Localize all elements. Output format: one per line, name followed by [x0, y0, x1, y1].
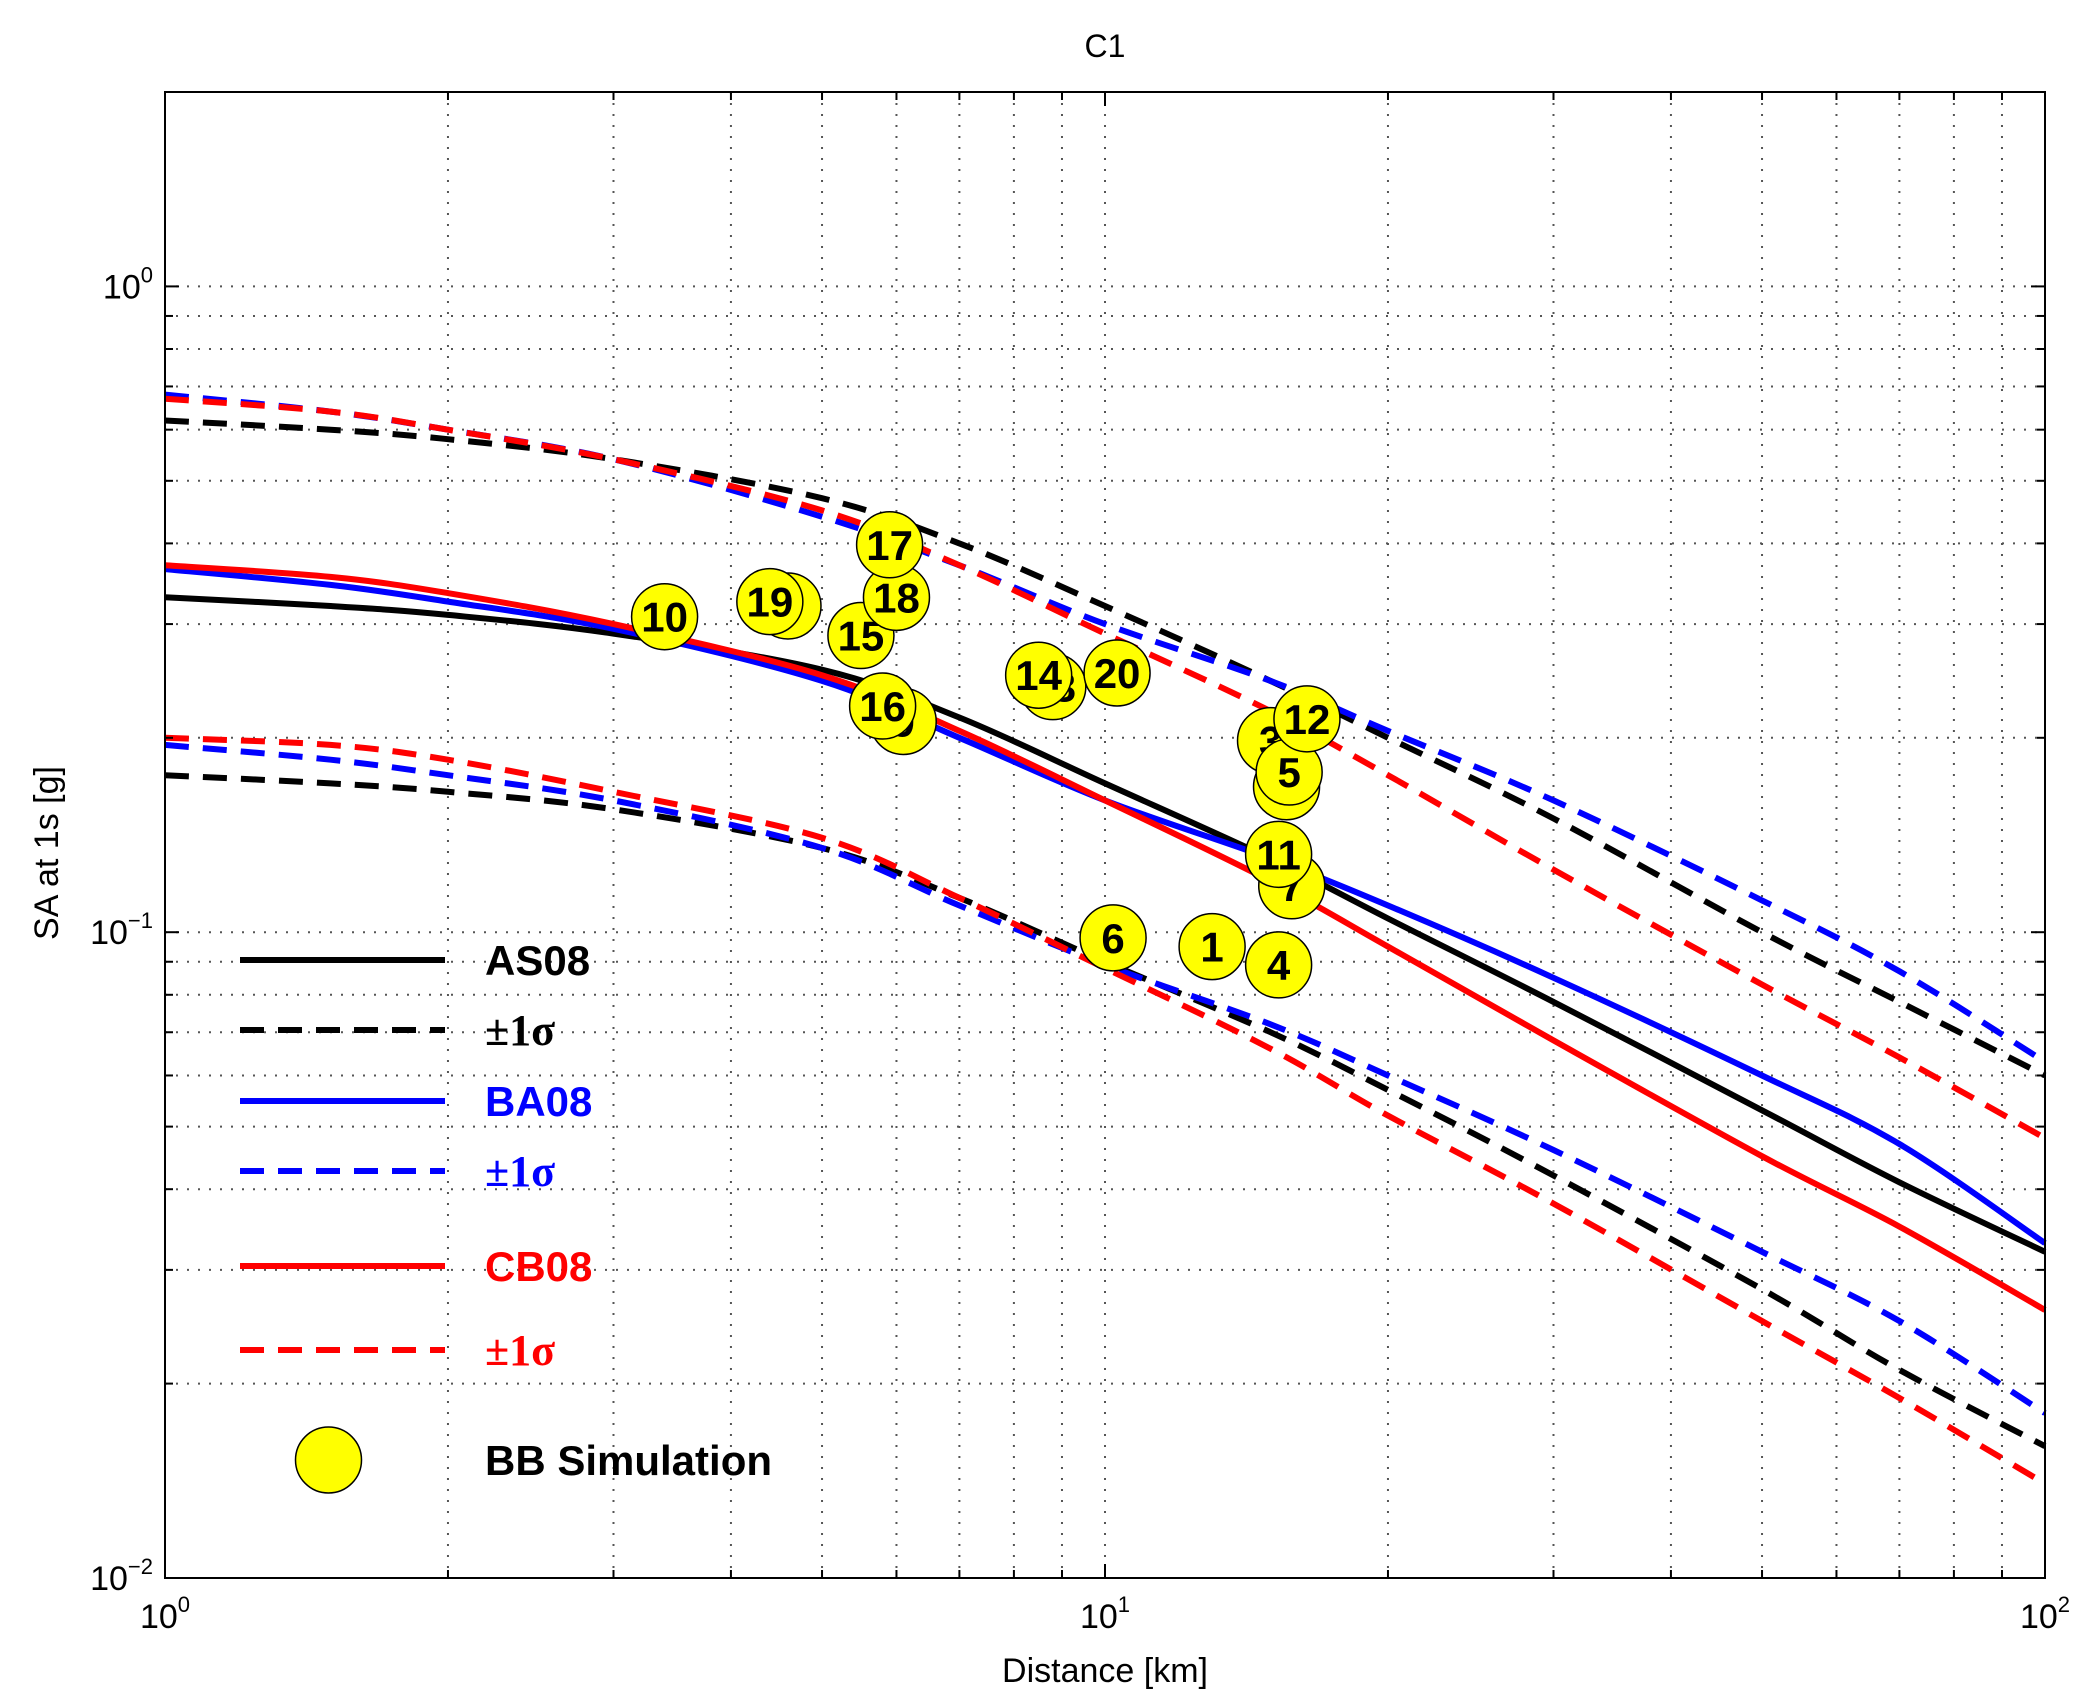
bb-simulation-marker: 10 — [630, 582, 699, 651]
y-tick-label: 100 — [103, 262, 153, 306]
series-line-0 — [164, 594, 2047, 1255]
legend: AS08 ±1σ BA08 ±1σ CB08 ±1σ BB Simulation — [240, 937, 772, 1494]
marker-circle — [1004, 641, 1073, 709]
x-tick-label: 102 — [2020, 1592, 2070, 1636]
marker-label: 12 — [1284, 696, 1331, 743]
marker-label: 14 — [1015, 652, 1062, 699]
plot-area — [165, 92, 2045, 1578]
bb-simulation-marker: 11 — [1244, 820, 1313, 889]
series-line-5 — [164, 741, 2047, 1416]
y-tick-label: 10−2 — [90, 1554, 153, 1598]
series-layer — [164, 391, 2047, 1487]
x-axis-label: Distance [km] — [1002, 1652, 1208, 1690]
marker-label: 10 — [641, 594, 688, 641]
marker-circle — [1083, 639, 1151, 707]
bb-simulation-marker: 14 — [1004, 641, 1073, 709]
legend-label: AS08 — [485, 937, 590, 984]
marker-circle — [736, 567, 804, 636]
bb-simulation-marker: 6 — [1079, 904, 1147, 972]
marker-label: 6 — [1101, 915, 1124, 962]
marker-label: 16 — [859, 683, 906, 730]
marker-circle — [630, 582, 699, 651]
bb-simulation-marker: 20 — [1083, 639, 1151, 707]
bb-simulation-marker: 4 — [1244, 931, 1313, 999]
marker-layer: 1234576891013142011121516191817 — [630, 511, 1341, 999]
x-tick-label: 100 — [140, 1592, 190, 1636]
legend-label: CB08 — [485, 1243, 592, 1290]
bb-simulation-marker: 19 — [736, 567, 804, 636]
marker-label: 1 — [1200, 924, 1223, 971]
legend-entry-2: BA08 — [240, 1078, 592, 1125]
legend-entry-6: BB Simulation — [294, 1426, 772, 1494]
series-line-8 — [164, 734, 2047, 1487]
legend-entry-1: ±1σ — [240, 1006, 555, 1055]
legend-label: ±1σ — [485, 1326, 555, 1375]
series-line-6 — [164, 562, 2047, 1313]
marker-circle — [855, 511, 924, 579]
y-tick-label: 10−1 — [90, 908, 153, 952]
bb-simulation-marker: 12 — [1273, 685, 1341, 753]
marker-circle — [1079, 904, 1147, 972]
x-tick-label: 101 — [1080, 1592, 1130, 1636]
marker-label: 20 — [1094, 650, 1141, 697]
marker-label: 11 — [1256, 831, 1300, 878]
chart-title: C1 — [1085, 28, 1126, 64]
y-axis-label: SA at 1s [g] — [28, 766, 66, 940]
legend-label: ±1σ — [485, 1006, 555, 1055]
legend-entry-3: ±1σ — [240, 1147, 555, 1196]
marker-label: 18 — [873, 574, 920, 621]
marker-label: 19 — [746, 579, 793, 626]
bb-simulation-marker: 16 — [848, 672, 917, 740]
marker-label: 5 — [1277, 749, 1300, 796]
marker-circle — [1244, 820, 1313, 889]
legend-entry-5: ±1σ — [240, 1326, 555, 1375]
legend-label: BB Simulation — [485, 1437, 772, 1484]
legend-entry-0: AS08 — [240, 937, 590, 984]
legend-label: BA08 — [485, 1078, 592, 1125]
series-line-7 — [164, 395, 2047, 1141]
marker-circle — [1244, 931, 1313, 999]
bb-simulation-marker: 17 — [855, 511, 924, 579]
marker-circle — [1178, 912, 1246, 981]
legend-marker — [294, 1426, 363, 1494]
bb-simulation-marker: 18 — [862, 563, 931, 632]
marker-circle — [1273, 685, 1341, 753]
legend-label: ±1σ — [485, 1147, 555, 1196]
legend-entry-4: CB08 — [240, 1243, 592, 1290]
marker-circle — [848, 672, 917, 740]
marker-label: 4 — [1267, 942, 1291, 989]
marker-label: 17 — [866, 522, 913, 569]
bb-simulation-marker: 1 — [1178, 912, 1246, 981]
